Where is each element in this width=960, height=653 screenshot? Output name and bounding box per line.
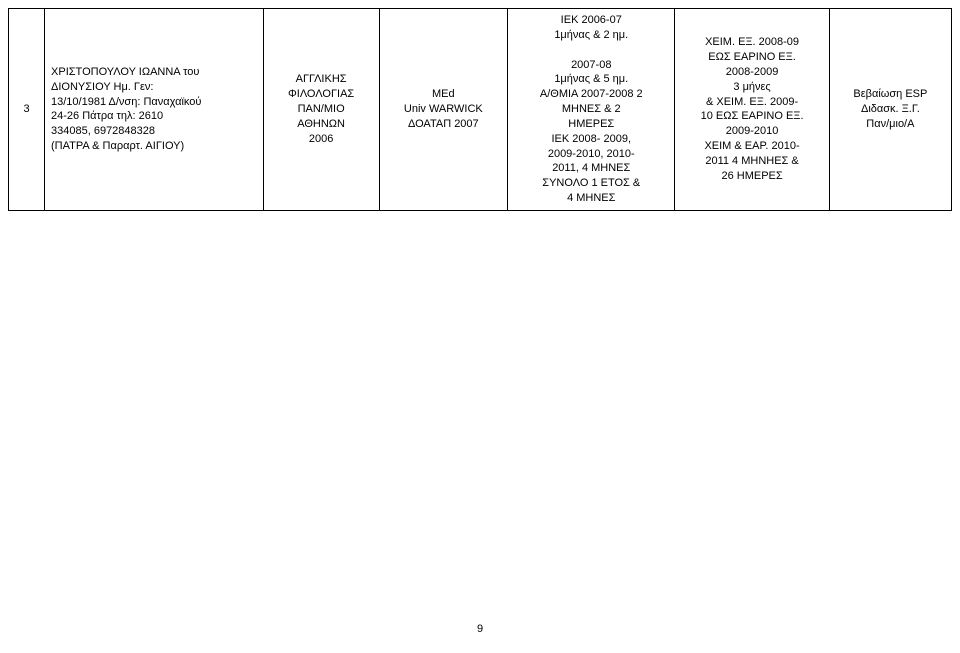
data-table: 3 ΧΡΙΣΤΟΠΟΥΛΟΥ ΙΩΑΝΝΑ του ΔΙΟΝΥΣΙΟΥ Ημ. …: [8, 8, 952, 211]
main-l1: ΙΕΚ 2006-07: [561, 14, 622, 26]
extra-l10: 26 ΗΜΕΡΕΣ: [721, 170, 782, 182]
edu-l5: 2006: [309, 133, 333, 145]
main-l10: 2011, 4 ΜΗΝΕΣ: [552, 162, 630, 174]
main-l2: 1μήνας & 2 ημ.: [554, 29, 628, 41]
cell-index: 3: [9, 9, 45, 211]
cert-l3: Παν/μιο/Α: [866, 118, 914, 130]
name-l3: 13/10/1981 Δ/νση: Παναχαϊκού: [51, 96, 201, 108]
extra-l2: ΕΩΣ ΕΑΡΙΝΟ ΕΞ.: [708, 51, 796, 63]
index-value: 3: [23, 103, 29, 115]
cell-degree: MEd Univ WARWICK ΔΟΑΤΑΠ 2007: [379, 9, 508, 211]
extra-l3: 2008-2009: [726, 66, 779, 78]
deg-l1: MEd: [432, 88, 455, 100]
deg-l3: ΔΟΑΤΑΠ 2007: [408, 118, 479, 130]
extra-l4: 3 μήνες: [733, 81, 770, 93]
main-l8: ΙΕΚ 2008- 2009,: [552, 133, 632, 145]
cell-certification: Βεβαίωση ESP Διδασκ. Ξ.Γ. Παν/μιο/Α: [829, 9, 951, 211]
main-l4: 1μήνας & 5 ημ.: [554, 73, 628, 85]
table-row: 3 ΧΡΙΣΤΟΠΟΥΛΟΥ ΙΩΑΝΝΑ του ΔΙΟΝΥΣΙΟΥ Ημ. …: [9, 9, 952, 211]
main-l7: ΗΜΕΡΕΣ: [568, 118, 614, 130]
cert-l2: Διδασκ. Ξ.Γ.: [861, 103, 920, 115]
page-number: 9: [0, 623, 960, 635]
cert-l1: Βεβαίωση ESP: [853, 88, 927, 100]
edu-l1: ΑΓΓΛΙΚΗΣ: [296, 73, 347, 85]
main-l6: ΜΗΝΕΣ & 2: [562, 103, 621, 115]
main-l12: 4 ΜΗΝΕΣ: [567, 192, 615, 204]
main-l9: 2009-2010, 2010-: [548, 148, 635, 160]
name-l2: ΔΙΟΝΥΣΙΟΥ Ημ. Γεν:: [51, 81, 153, 93]
name-l1: ΧΡΙΣΤΟΠΟΥΛΟΥ ΙΩΑΝΝΑ του: [51, 66, 199, 78]
cell-education: ΑΓΓΛΙΚΗΣ ΦΙΛΟΛΟΓΙΑΣ ΠΑΝ/ΜΙΟ ΑΘΗΝΩΝ 2006: [263, 9, 379, 211]
extra-l5: & ΧΕΙΜ. ΕΞ. 2009-: [706, 96, 798, 108]
extra-l6: 10 ΕΩΣ ΕΑΡΙΝΟ ΕΞ.: [701, 110, 804, 122]
main-l3: 2007-08: [571, 59, 611, 71]
extra-l1: ΧΕΙΜ. ΕΞ. 2008-09: [705, 36, 799, 48]
cell-extra: ΧΕΙΜ. ΕΞ. 2008-09 ΕΩΣ ΕΑΡΙΝΟ ΕΞ. 2008-20…: [675, 9, 829, 211]
extra-l8: ΧΕΙΜ & ΕΑΡ. 2010-: [704, 140, 799, 152]
extra-l9: 2011 4 ΜΗΝΗΕΣ &: [705, 155, 798, 167]
cell-name: ΧΡΙΣΤΟΠΟΥΛΟΥ ΙΩΑΝΝΑ του ΔΙΟΝΥΣΙΟΥ Ημ. Γε…: [45, 9, 264, 211]
name-l5: 334085, 6972848328: [51, 125, 155, 137]
deg-l2: Univ WARWICK: [404, 103, 483, 115]
edu-l4: ΑΘΗΝΩΝ: [297, 118, 345, 130]
name-l4: 24-26 Πάτρα τηλ: 2610: [51, 110, 163, 122]
edu-l2: ΦΙΛΟΛΟΓΙΑΣ: [288, 88, 354, 100]
extra-l7: 2009-2010: [726, 125, 779, 137]
cell-main: ΙΕΚ 2006-07 1μήνας & 2 ημ. 2007-08 1μήνα…: [508, 9, 675, 211]
edu-l3: ΠΑΝ/ΜΙΟ: [298, 103, 345, 115]
name-l6: (ΠΑΤΡΑ & Παραρτ. ΑΙΓΙΟΥ): [51, 140, 184, 152]
main-l5: Α/ΘΜΙΑ 2007-2008 2: [540, 88, 643, 100]
main-l11: ΣΥΝΟΛΟ 1 ΕΤΟΣ &: [542, 177, 640, 189]
